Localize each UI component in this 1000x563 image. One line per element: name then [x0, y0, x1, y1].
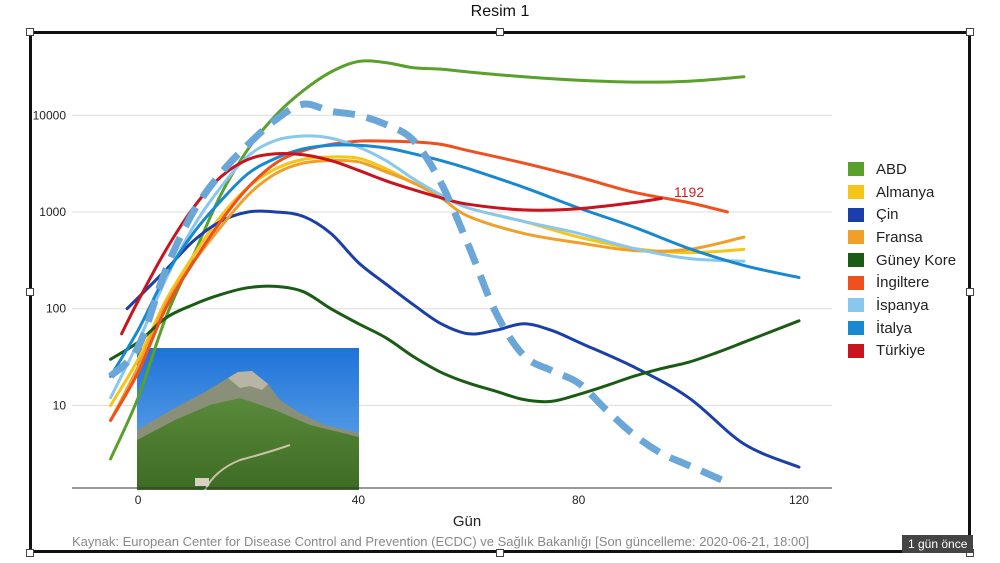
y-tick-label: 1000	[39, 205, 66, 219]
x-tick-label: 120	[789, 493, 809, 507]
legend-item: ABD	[848, 158, 956, 181]
legend: ABD Almanya Çin Fransa Güney Kore İngiltere İs…	[848, 158, 956, 362]
resize-handle-tl[interactable]	[26, 28, 34, 36]
legend-item: Türkiye	[848, 340, 956, 363]
legend-label: Türkiye	[876, 342, 926, 360]
legend-item: Güney Kore	[848, 249, 956, 272]
y-tick-label: 100	[46, 302, 66, 316]
legend-item: Almanya	[848, 181, 956, 204]
resize-handle-bc[interactable]	[496, 549, 504, 557]
series-layer	[108, 59, 801, 486]
legend-swatch	[848, 343, 864, 358]
resize-handle-ml[interactable]	[26, 288, 34, 296]
resize-handle-mr[interactable]	[966, 288, 974, 296]
legend-item: İngiltere	[848, 271, 956, 294]
series-line-i̇spanya	[109, 134, 746, 400]
legend-label: İspanya	[876, 296, 929, 314]
legend-swatch	[848, 185, 864, 200]
resize-handle-bl[interactable]	[26, 549, 34, 557]
x-tick-label: 80	[572, 493, 586, 507]
x-tick-label: 0	[135, 493, 142, 507]
legend-label: Çin	[876, 206, 899, 224]
annotation-label: 1192	[674, 184, 704, 200]
legend-item: İspanya	[848, 294, 956, 317]
legend-label: Güney Kore	[876, 251, 957, 269]
series-line-i̇ngiltere	[109, 139, 729, 422]
legend-swatch	[848, 230, 864, 245]
legend-label: Fransa	[876, 228, 923, 246]
time-badge: 1 gün önce	[902, 535, 974, 553]
y-tick-label: 10	[53, 398, 67, 412]
legend-label: Almanya	[876, 183, 935, 201]
x-tick-label: 40	[352, 493, 366, 507]
legend-swatch	[848, 207, 864, 222]
legend-swatch	[848, 298, 864, 313]
legend-label: İngiltere	[876, 274, 930, 292]
legend-swatch	[848, 253, 864, 268]
series-line-güney-kore	[109, 284, 801, 404]
source-note: Kaynak: European Center for Disease Cont…	[72, 534, 810, 549]
resize-handle-tc[interactable]	[496, 28, 504, 36]
legend-swatch	[848, 321, 864, 336]
dashed-series-line	[108, 100, 729, 486]
axes: 10 100 1000 10000 0 40 80 120 Gün	[33, 108, 832, 530]
mountain-photo	[137, 348, 359, 491]
legend-label: İtalya	[876, 319, 912, 337]
legend-item: Fransa	[848, 226, 956, 249]
legend-swatch	[848, 275, 864, 290]
resize-handle-tr[interactable]	[966, 28, 974, 36]
window-title: Resim 1	[470, 3, 530, 20]
legend-item: Çin	[848, 203, 956, 226]
y-tick-label: 10000	[33, 108, 67, 122]
legend-label: ABD	[876, 160, 907, 178]
legend-item: İtalya	[848, 317, 956, 340]
series-line-almanya	[109, 155, 746, 407]
series-line-i̇talya	[109, 143, 801, 378]
legend-swatch	[848, 162, 864, 177]
x-axis-label: Gün	[453, 513, 481, 530]
